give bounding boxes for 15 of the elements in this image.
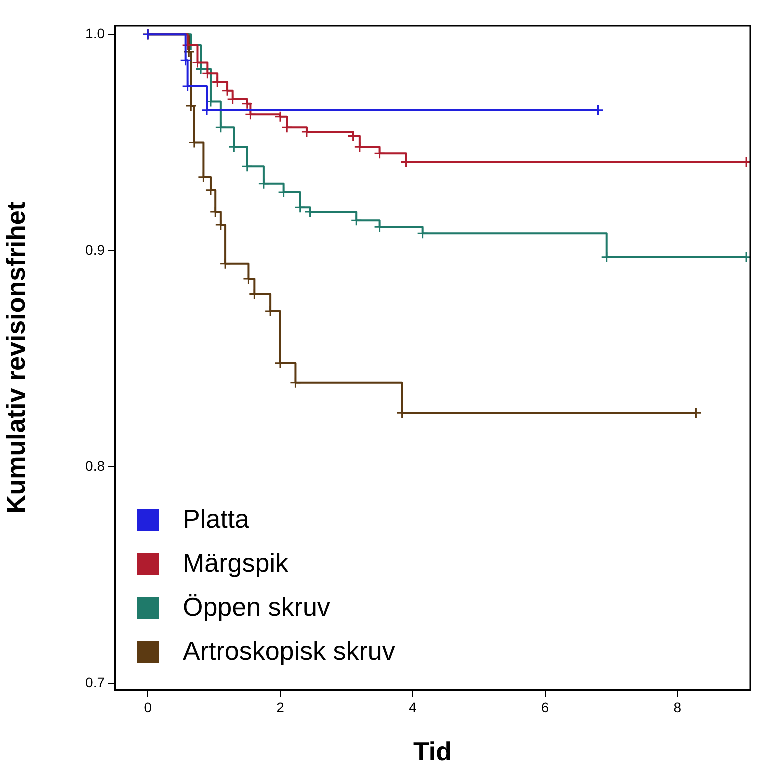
y-tick-label: 0.8 xyxy=(86,458,106,474)
x-tick-label: 8 xyxy=(674,699,682,716)
y-axis-title: Kumulativ revisionsfrihet xyxy=(0,202,31,514)
x-tick-label: 0 xyxy=(144,699,152,716)
legend-label: Artroskopisk skruv xyxy=(183,636,396,666)
y-tick-label: 0.7 xyxy=(86,674,106,690)
x-tick-label: 6 xyxy=(541,699,550,716)
legend-label: Platta xyxy=(183,504,250,534)
y-tick-label: 0.9 xyxy=(86,242,106,258)
legend-label: Öppen skruv xyxy=(183,592,330,622)
y-tick-label: 1.0 xyxy=(86,26,106,42)
x-axis-title: Tid xyxy=(413,736,452,767)
legend-label: Märgspik xyxy=(183,548,290,578)
x-tick-label: 2 xyxy=(276,699,285,716)
x-tick-label: 4 xyxy=(408,699,417,716)
